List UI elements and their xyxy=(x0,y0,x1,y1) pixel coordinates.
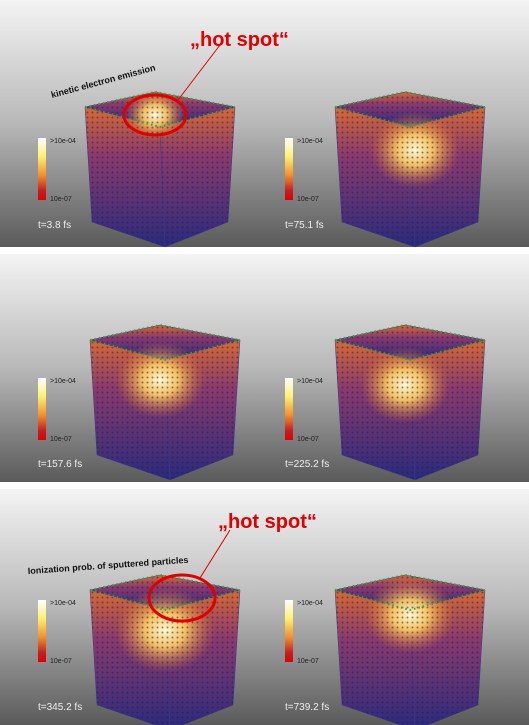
cube xyxy=(335,325,485,480)
colorbar-min: 10e-07 xyxy=(50,196,72,203)
cube xyxy=(85,90,235,248)
colorbar-min: 10e-07 xyxy=(297,196,319,203)
atom-grid xyxy=(90,325,240,480)
colorbar-max: >10e-04 xyxy=(50,378,76,385)
hot-spot-label: „hot spot“ xyxy=(190,29,289,51)
colorbar-min: 10e-07 xyxy=(50,436,72,443)
colorbar-min: 10e-07 xyxy=(50,658,72,665)
figure: >10e-04 10e-07 t=3.8 fs >10e-04 10e-07 t=75.1… xyxy=(0,0,529,725)
atom-grid xyxy=(335,325,485,480)
colorbar xyxy=(285,600,293,662)
cube xyxy=(335,92,485,247)
cube xyxy=(90,575,240,725)
colorbar xyxy=(38,600,46,662)
cube xyxy=(335,575,485,725)
time-label: t=345.2 fs xyxy=(38,702,82,713)
colorbar xyxy=(285,378,293,440)
colorbar-max: >10e-04 xyxy=(50,138,76,145)
colorbar-max: >10e-04 xyxy=(297,600,323,607)
cube xyxy=(90,325,240,480)
colorbar xyxy=(285,138,293,200)
colorbar-max: >10e-04 xyxy=(50,600,76,607)
colorbar-max: >10e-04 xyxy=(297,138,323,145)
colorbar xyxy=(38,378,46,440)
time-label: t=157.6 fs xyxy=(38,459,82,470)
time-label: t=225.2 fs xyxy=(285,459,329,470)
atom-grid xyxy=(335,92,485,247)
colorbar-min: 10e-07 xyxy=(297,658,319,665)
atom-grid xyxy=(90,575,240,725)
time-label: t=3.8 fs xyxy=(38,220,71,231)
atom-grid xyxy=(85,92,235,247)
time-label: t=739.2 fs xyxy=(285,702,329,713)
colorbar-min: 10e-07 xyxy=(297,436,319,443)
hot-spot-label: „hot spot“ xyxy=(218,511,317,533)
time-label: t=75.1 fs xyxy=(285,220,324,231)
colorbar xyxy=(38,138,46,200)
atom-grid xyxy=(335,575,485,725)
colorbar-max: >10e-04 xyxy=(297,378,323,385)
